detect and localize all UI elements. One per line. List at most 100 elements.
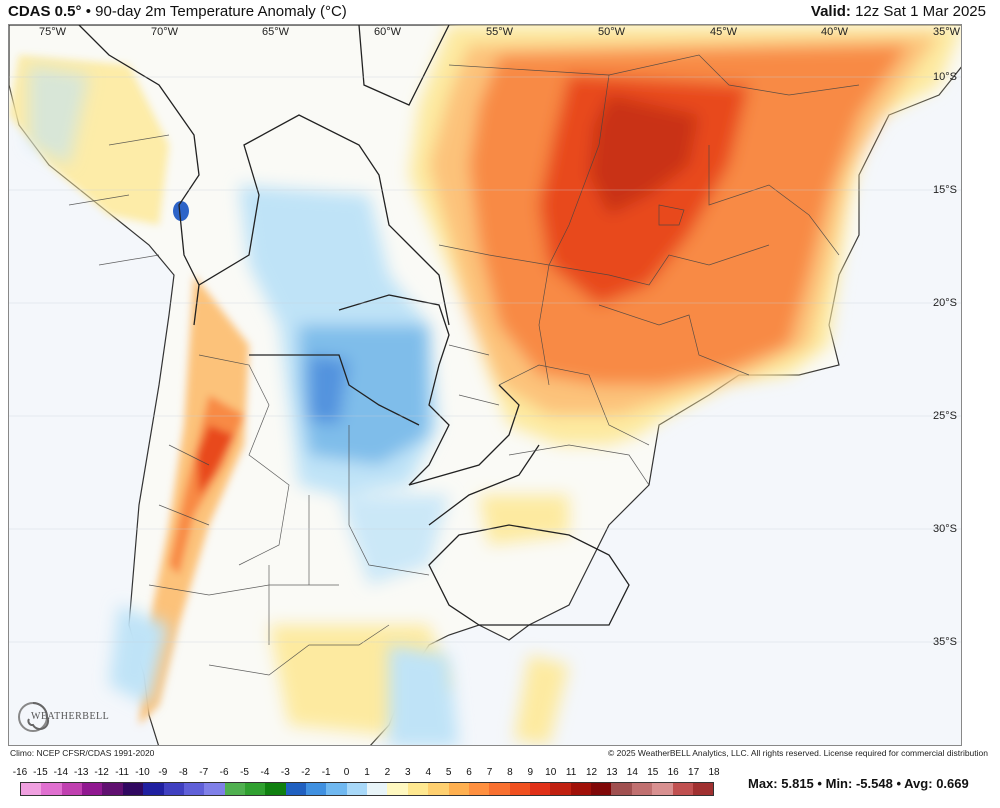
colorbar-tick-label: -2: [301, 767, 311, 778]
colorbar-swatch: [529, 783, 551, 795]
colorbar-swatch: [550, 783, 571, 795]
colorbar: [20, 782, 714, 796]
anomaly-map: 75°W 70°W 65°W 60°W 55°W 50°W 45°W 40°W …: [8, 24, 962, 746]
max-label: Max:: [748, 776, 778, 791]
colorbar-tick-label: 5: [445, 767, 452, 778]
colorbar-swatch: [509, 783, 530, 795]
lat-label-35s: 35°S: [933, 636, 957, 648]
stats-readout: Max: 5.815 • Min: -5.548 • Avg: 0.669: [748, 776, 969, 791]
max-value: 5.815: [781, 776, 814, 791]
map-title: CDAS 0.5° • 90-day 2m Temperature Anomal…: [8, 3, 347, 20]
model-name: CDAS 0.5: [8, 3, 76, 20]
colorbar-swatch: [367, 783, 388, 795]
valid-label: Valid:: [810, 3, 851, 20]
colorbar-tick-label: 1: [364, 767, 370, 778]
swirl-logo-icon: [18, 702, 50, 732]
colorbar-swatch: [326, 783, 347, 795]
colorbar-tick-label: 12: [585, 767, 598, 778]
colorbar-swatch: [631, 783, 653, 795]
colorbar-tick-label: -3: [280, 767, 290, 778]
lat-label-10s: 10°S: [933, 71, 957, 83]
colorbar-swatch: [183, 783, 205, 795]
colorbar-tick-label: 15: [647, 767, 659, 778]
colorbar-swatch: [306, 783, 327, 795]
colorbar-tick-label: 8: [507, 767, 513, 778]
state-borders: [68, 54, 860, 676]
valid-time-value: 12z Sat 1 Mar 2025: [855, 3, 986, 20]
titicaca-cool-spot: [173, 201, 189, 221]
lon-label-55w: 55°W: [486, 26, 514, 38]
colorbar-tick-label: -7: [199, 767, 209, 778]
colorbar-swatch: [611, 783, 632, 795]
product-title: 90-day 2m Temperature Anomaly (°C): [95, 3, 347, 20]
lat-label-20s: 20°S: [933, 297, 957, 309]
colorbar-swatch: [102, 783, 123, 795]
colorbar-tick-label: -15: [33, 767, 48, 778]
lon-label-45w: 45°W: [710, 26, 738, 38]
lat-label-30s: 30°S: [933, 523, 957, 535]
climo-note: Climo: NCEP CFSR/CDAS 1991-2020: [10, 748, 155, 758]
colorbar-tick-label: -10: [135, 767, 150, 778]
colorbar-tick-label: 3: [405, 767, 411, 778]
valid-time: Valid: 12z Sat 1 Mar 2025: [811, 3, 986, 20]
colorbar-swatch: [570, 783, 592, 795]
colorbar-tick-label: -1: [321, 767, 331, 778]
weatherbell-logo: WEATHERBELL: [13, 697, 123, 737]
colorbar-tick-label: -14: [53, 767, 69, 778]
colorbar-swatch: [346, 783, 368, 795]
colorbar-swatch: [591, 783, 612, 795]
stats-sep-1: •: [817, 776, 822, 791]
colorbar-swatch: [387, 783, 408, 795]
map-canvas: [9, 25, 961, 745]
colorbar-swatch: [692, 783, 714, 795]
colorbar-swatch: [41, 783, 62, 795]
header-bar: CDAS 0.5° • 90-day 2m Temperature Anomal…: [0, 0, 1000, 24]
colorbar-swatch: [122, 783, 144, 795]
copyright-note: © 2025 WeatherBELL Analytics, LLC. All r…: [608, 748, 988, 758]
graticule: [9, 76, 961, 643]
degree-mark: °: [75, 3, 82, 20]
colorbar-tick-label: 7: [486, 767, 493, 778]
lon-label-35w: 35°W: [933, 26, 961, 38]
title-bullet: •: [85, 3, 91, 20]
colorbar-swatch: [285, 783, 307, 795]
colorbar-tick-label: 2: [384, 767, 391, 778]
colorbar-swatch: [265, 783, 286, 795]
colorbar-swatch: [407, 783, 429, 795]
colorbar-swatch: [428, 783, 449, 795]
colorbar-swatch: [468, 783, 490, 795]
colorbar-swatch: [82, 783, 103, 795]
lon-label-75w: 75°W: [39, 26, 67, 38]
colorbar-swatch: [61, 783, 83, 795]
colorbar-swatch: [489, 783, 510, 795]
colorbar-tick-label: 4: [425, 767, 432, 778]
colorbar-tick-label: -16: [12, 767, 28, 778]
lon-label-70w: 70°W: [151, 26, 179, 38]
colorbar-tick-label: 14: [626, 767, 638, 778]
colorbar-swatch: [163, 783, 184, 795]
colorbar-tick-label: 0: [343, 767, 350, 778]
colorbar-tick-label: -13: [74, 767, 89, 778]
lat-label-25s: 25°S: [933, 410, 957, 422]
colorbar-swatch: [672, 783, 693, 795]
colorbar-swatch: [21, 783, 42, 795]
colorbar-tick-label: 6: [466, 767, 472, 778]
lon-label-65w: 65°W: [262, 26, 290, 38]
colorbar-tick-label: -4: [260, 767, 270, 778]
colorbar-tick-label: -6: [219, 767, 229, 778]
avg-label: Avg:: [904, 776, 933, 791]
min-value: -5.548: [855, 776, 893, 791]
colorbar-swatch: [143, 783, 164, 795]
colorbar-labels: -16 -15 -14 -13 -12 -11 -10 -9 -8 -7 -6 -5 -4 -3 -2 -1 0…: [13, 767, 720, 780]
lat-label-15s: 15°S: [933, 184, 957, 196]
lon-label-60w: 60°W: [374, 26, 402, 38]
colorbar-tick-label: 17: [688, 767, 700, 778]
colorbar-tick-label: 9: [527, 767, 534, 778]
colorbar-swatch: [204, 783, 225, 795]
colorbar-swatch: [224, 783, 245, 795]
warm-anomaly-region: [409, 25, 961, 445]
colorbar-tick-label: -5: [240, 767, 249, 778]
colorbar-tick-label: 16: [667, 767, 679, 778]
colorbar-tick-label: -11: [115, 767, 129, 778]
colorbar-swatch: [448, 783, 469, 795]
